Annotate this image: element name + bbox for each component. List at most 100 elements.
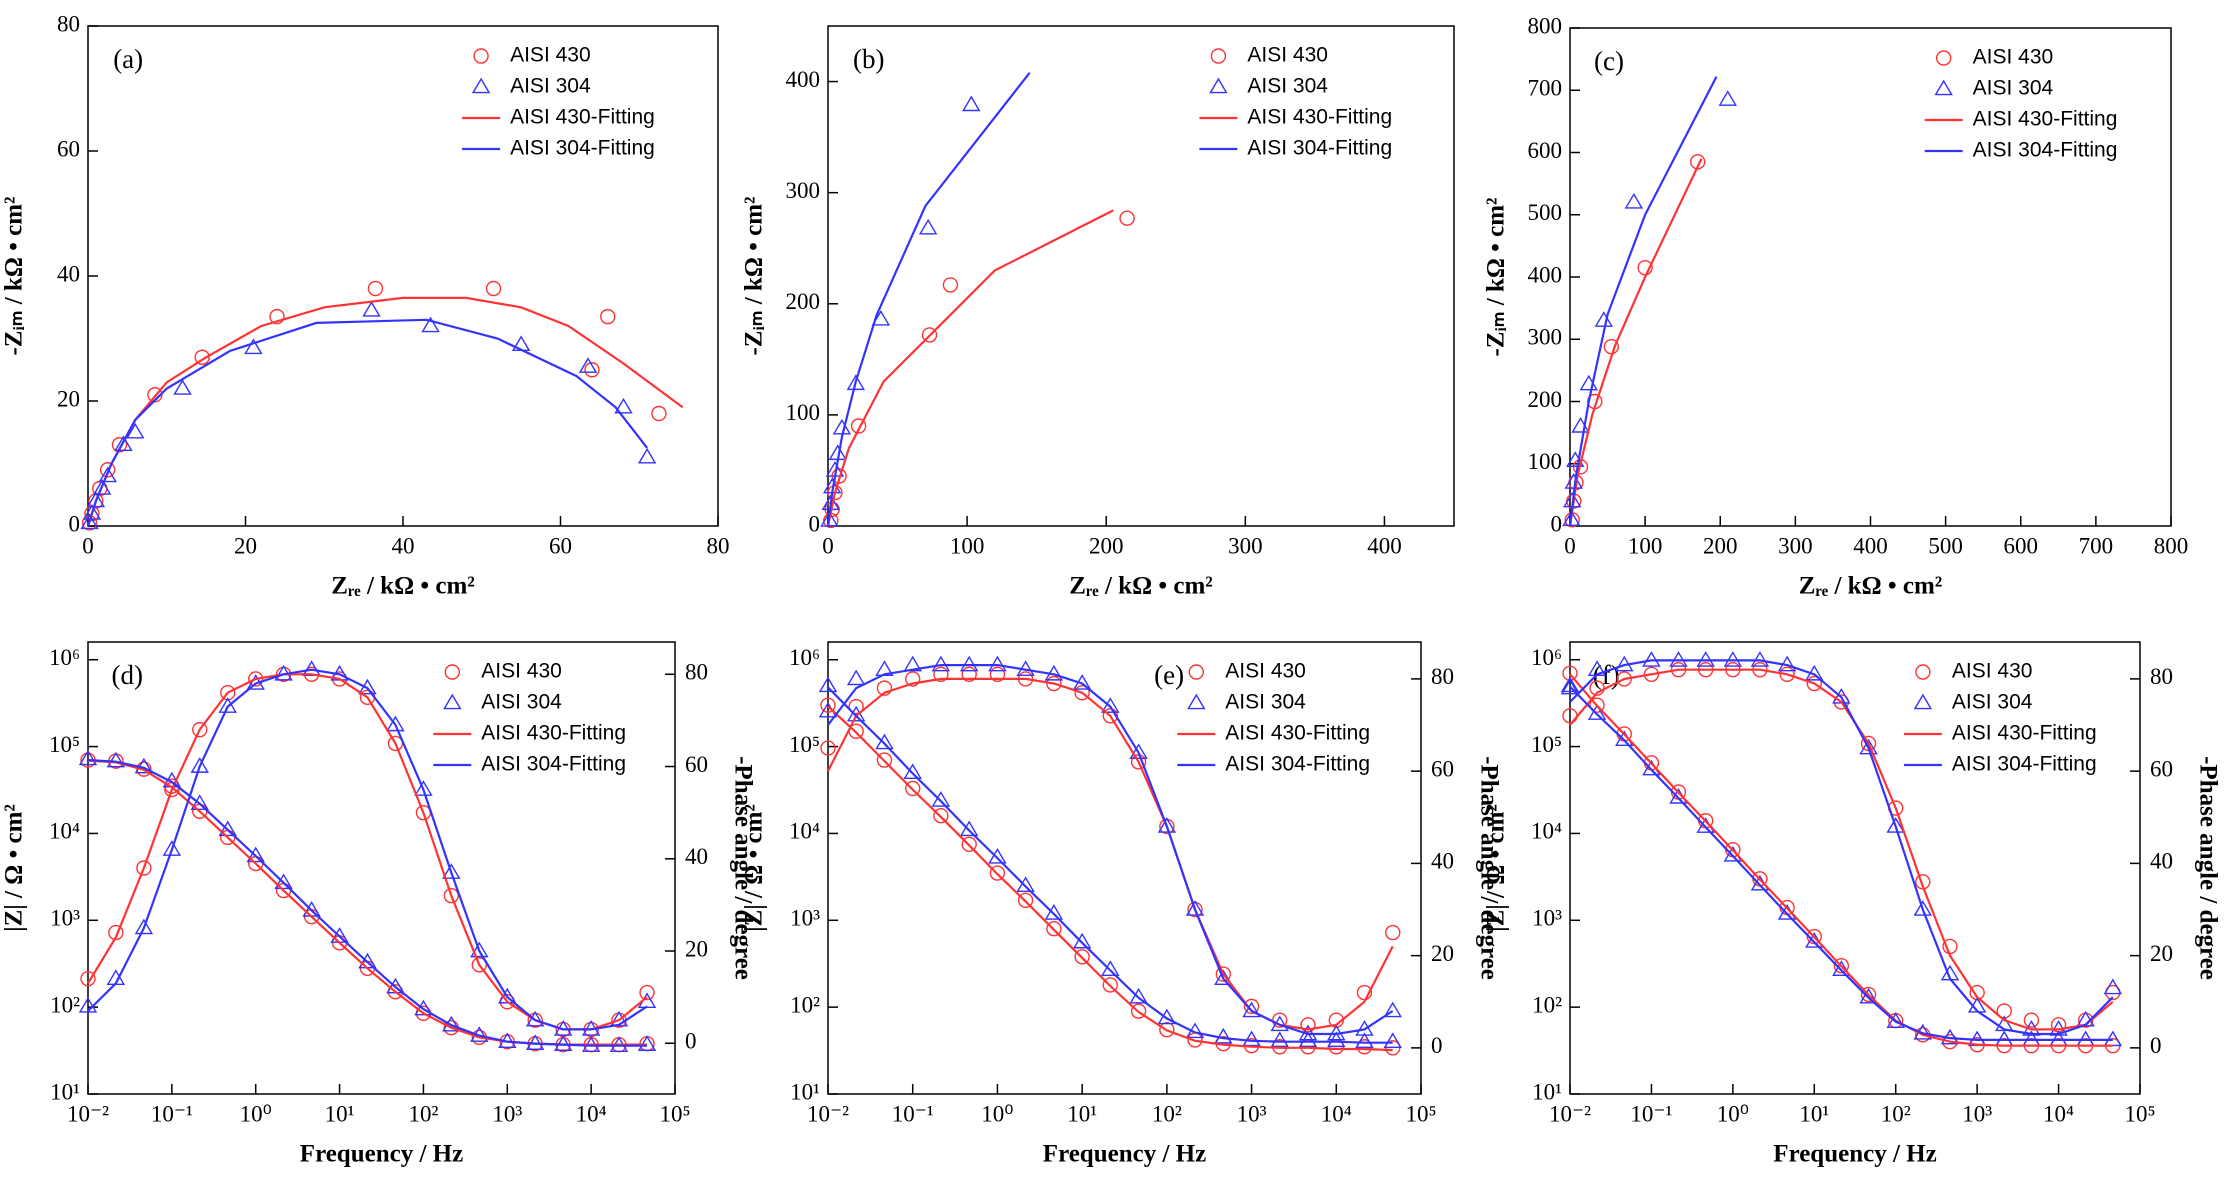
- data-point: [1159, 1021, 1175, 1038]
- data-point: [134, 918, 154, 935]
- y-tick-label: 500: [1528, 200, 1563, 225]
- fit-line: [827, 664, 1394, 1036]
- data-point: [1560, 676, 1580, 693]
- data-point: [1696, 651, 1715, 667]
- y2-axis-title: -Phase angle / degree: [2194, 756, 2221, 980]
- y-tick-label: 100: [786, 400, 821, 425]
- data-point: [1806, 675, 1822, 692]
- data-point: [78, 749, 98, 766]
- y2-tick-label: 0: [2150, 1033, 2162, 1058]
- x-axis-title: Frequency / Hz: [1773, 1141, 1936, 1168]
- data-point: [1243, 998, 1260, 1015]
- y-tick-label: 10³: [1532, 906, 1562, 931]
- data-point: [918, 218, 938, 235]
- y2-tick-label: 80: [2150, 664, 2173, 689]
- data-point: [832, 418, 852, 435]
- data-point: [1102, 977, 1119, 993]
- data-point: [921, 327, 938, 343]
- data-point: [525, 1010, 545, 1027]
- legend-swatch: [1210, 48, 1227, 64]
- data-point: [80, 513, 99, 530]
- legend-label: AISI 304: [481, 691, 562, 714]
- data-point: [584, 362, 600, 378]
- x-tick-label: 10⁻¹: [892, 1101, 934, 1126]
- y-tick-label: 400: [1528, 262, 1563, 287]
- data-point: [421, 316, 440, 333]
- y-tick-label: 10⁵: [49, 732, 80, 757]
- data-point: [1779, 666, 1795, 682]
- data-point: [1594, 311, 1614, 327]
- data-point: [108, 924, 124, 941]
- data-point: [248, 671, 264, 687]
- data-point: [1833, 958, 1850, 974]
- data-point: [846, 374, 866, 391]
- x-tick-label: 10²: [1152, 1101, 1182, 1126]
- data-point: [1017, 892, 1034, 908]
- data-point: [848, 698, 864, 715]
- data-point: [1072, 932, 1092, 949]
- y2-tick-label: 20: [2150, 941, 2173, 966]
- y2-tick-label: 20: [1431, 941, 1454, 966]
- data-point: [600, 308, 616, 325]
- data-point: [1383, 1032, 1402, 1049]
- y-tick-label: 400: [786, 67, 821, 92]
- y-tick-label: 10¹: [50, 1079, 80, 1104]
- data-point: [1129, 987, 1148, 1004]
- data-point: [1723, 651, 1743, 667]
- data-point: [1130, 1003, 1147, 1019]
- panel-label: (b): [853, 44, 884, 74]
- y-tick-label: 10⁴: [789, 819, 820, 844]
- panel-label: (d): [111, 660, 142, 690]
- data-point: [1214, 1027, 1233, 1044]
- data-point: [578, 357, 598, 373]
- legend-label: AISI 304: [1247, 75, 1328, 98]
- data-point: [1242, 1030, 1261, 1047]
- fit-line: [87, 668, 648, 1031]
- data-point: [818, 676, 838, 693]
- plot-frame: [1569, 641, 2141, 1095]
- data-point: [99, 462, 116, 478]
- legend-swatch: [1209, 77, 1228, 94]
- data-point: [1214, 969, 1233, 985]
- data-point: [367, 280, 384, 297]
- data-point: [92, 479, 112, 495]
- data-point: [98, 466, 117, 483]
- legend-label: AISI 430: [1225, 660, 1306, 683]
- fit-line: [86, 296, 684, 527]
- data-point: [820, 740, 836, 756]
- data-point: [989, 865, 1006, 881]
- x-axis-title: Zᵣₑ / kΩ • cm²: [1069, 573, 1213, 600]
- data-point: [1860, 986, 1877, 1003]
- legend-label: AISI 304-Fitting: [1973, 139, 2118, 162]
- y2-tick-label: 40: [2150, 849, 2173, 874]
- data-point: [1383, 1001, 1402, 1018]
- legend-label: AISI 430: [481, 660, 562, 683]
- data-point: [988, 848, 1007, 864]
- legend-label: AISI 430: [510, 44, 591, 67]
- data-point: [1157, 817, 1177, 833]
- data-point: [1119, 210, 1135, 226]
- legend-swatch: [1913, 693, 1933, 710]
- plot-frame: [1569, 27, 2172, 527]
- y-tick-label: 800: [1528, 13, 1563, 38]
- x-tick-label: 10³: [1237, 1101, 1267, 1126]
- y2-tick-label: 0: [1431, 1033, 1443, 1058]
- legend-label: AISI 304-Fitting: [481, 753, 626, 776]
- data-point: [111, 437, 128, 453]
- data-point: [988, 655, 1007, 672]
- y-tick-label: 0: [809, 511, 821, 536]
- data-point: [1046, 921, 1062, 937]
- legend-label: AISI 304-Fitting: [1225, 753, 1370, 776]
- x-tick-label: 10⁰: [981, 1101, 1013, 1126]
- data-point: [942, 277, 959, 293]
- y-tick-label: 100: [1528, 449, 1563, 474]
- data-point: [192, 721, 208, 738]
- data-point: [511, 335, 531, 352]
- data-point: [442, 863, 461, 879]
- data-point: [1886, 817, 1905, 833]
- data-point: [1718, 90, 1737, 106]
- y-tick-label: 80: [57, 11, 80, 36]
- data-point: [1859, 738, 1878, 755]
- data-point: [1074, 685, 1090, 701]
